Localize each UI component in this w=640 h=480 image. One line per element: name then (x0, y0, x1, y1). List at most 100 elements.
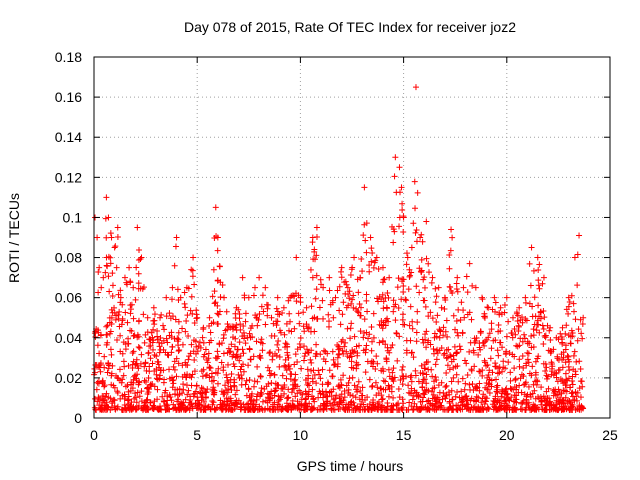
data-point (456, 343, 463, 350)
data-point (163, 313, 170, 320)
data-point (218, 388, 225, 395)
data-point (537, 309, 544, 316)
data-point (515, 327, 522, 334)
x-tick-label: 20 (499, 427, 515, 443)
data-point (144, 390, 151, 397)
data-point (137, 256, 144, 263)
data-point (266, 395, 273, 402)
data-point (321, 347, 328, 354)
data-point (576, 358, 583, 365)
data-point (369, 363, 376, 370)
data-point (525, 359, 532, 366)
data-point (407, 390, 414, 397)
data-point (531, 294, 538, 301)
data-point (319, 366, 326, 373)
data-point (135, 343, 142, 350)
data-point (427, 309, 434, 316)
data-point (374, 295, 381, 302)
data-point (399, 200, 406, 207)
data-points (91, 84, 587, 413)
data-point (233, 351, 240, 358)
data-point (281, 331, 288, 338)
data-point (369, 338, 376, 345)
data-point (240, 368, 247, 375)
data-point (463, 392, 470, 399)
data-point (182, 304, 189, 311)
data-point (410, 406, 417, 413)
data-point (432, 400, 439, 407)
data-point (443, 382, 450, 389)
data-point (530, 332, 537, 339)
data-point (562, 394, 569, 401)
data-point (346, 375, 353, 382)
data-point (431, 395, 438, 402)
data-point (157, 403, 164, 410)
data-point (521, 391, 528, 398)
data-point (407, 272, 414, 279)
data-point (270, 406, 277, 413)
data-point (186, 406, 193, 413)
data-point (229, 406, 236, 413)
data-point (557, 376, 564, 383)
data-point (189, 273, 196, 280)
data-point (256, 353, 263, 360)
data-point (270, 320, 277, 327)
data-point (324, 379, 331, 386)
data-point (216, 263, 223, 270)
data-point (245, 386, 252, 393)
data-point (150, 317, 157, 324)
data-point (447, 284, 454, 291)
data-point (399, 381, 406, 388)
data-point (303, 321, 310, 328)
data-point (405, 382, 412, 389)
data-point (236, 374, 243, 381)
data-point (329, 348, 336, 355)
data-point (305, 375, 312, 382)
data-point (408, 244, 415, 251)
data-point (338, 382, 345, 389)
data-point (429, 402, 436, 409)
data-point (468, 395, 475, 402)
data-point (250, 292, 257, 299)
data-point (356, 396, 363, 403)
data-point (142, 331, 149, 338)
data-point (399, 363, 406, 370)
data-point (101, 383, 108, 390)
data-point (144, 314, 151, 321)
data-point (353, 359, 360, 366)
data-point (446, 265, 453, 272)
data-point (139, 285, 146, 292)
data-point (459, 406, 466, 413)
data-point (540, 325, 547, 332)
data-point (233, 387, 240, 394)
data-point (363, 342, 370, 349)
data-point (207, 329, 214, 336)
data-point (400, 229, 407, 236)
data-point (440, 324, 447, 331)
data-point (409, 318, 416, 325)
data-point (242, 381, 249, 388)
data-point (360, 232, 367, 239)
data-point (511, 392, 518, 399)
data-point (482, 397, 489, 404)
data-point (460, 307, 467, 314)
data-point (175, 347, 182, 354)
data-point (188, 266, 195, 273)
data-point (567, 340, 574, 347)
data-point (507, 369, 514, 376)
data-point (449, 234, 456, 241)
data-point (390, 365, 397, 372)
data-point (126, 264, 133, 271)
data-point (523, 362, 530, 369)
data-point (513, 310, 520, 317)
data-point (565, 310, 572, 317)
data-point (150, 406, 157, 413)
data-point (430, 350, 437, 357)
data-point (399, 311, 406, 318)
data-point (262, 284, 269, 291)
data-point (409, 325, 416, 332)
y-tick-label: 0.04 (55, 330, 82, 346)
data-point (483, 362, 490, 369)
data-point (169, 343, 176, 350)
